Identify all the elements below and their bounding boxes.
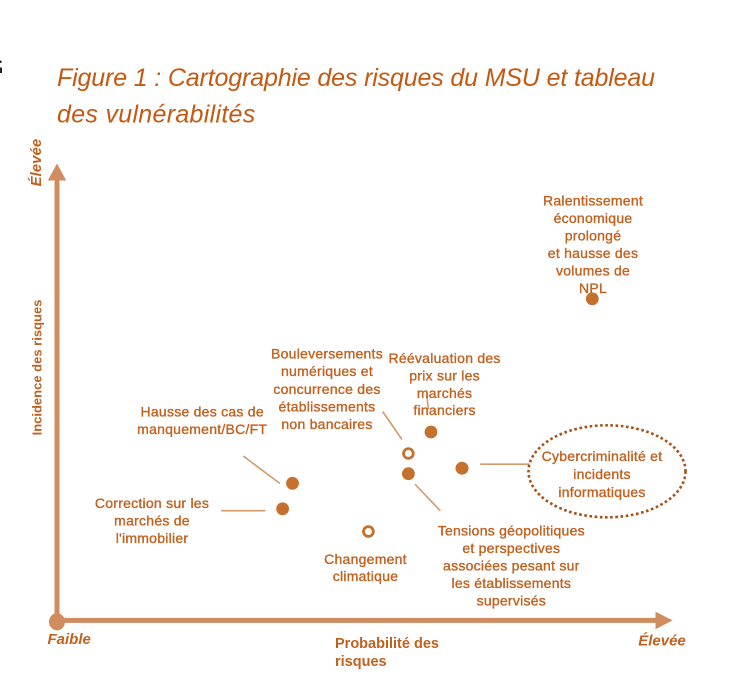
svg-text:Figure 1 : Cartographie des ri: Figure 1 : Cartographie des risques du M… — [57, 64, 655, 92]
svg-text:associées pesant sur: associées pesant sur — [443, 558, 580, 574]
svg-text:volumes de: volumes de — [556, 263, 630, 279]
svg-text:Incidence des risques: Incidence des risques — [29, 300, 44, 436]
svg-text:l'immobilier: l'immobilier — [116, 530, 189, 546]
svg-text:Faible: Faible — [48, 631, 91, 648]
svg-text:informatiques: informatiques — [558, 484, 645, 500]
svg-text:incidents: incidents — [573, 466, 631, 482]
svg-text:Correction sur les: Correction sur les — [95, 495, 209, 511]
svg-text:Élevée: Élevée — [28, 139, 45, 187]
svg-text:risques: risques — [335, 654, 387, 670]
svg-text:financiers: financiers — [413, 402, 475, 418]
svg-text:NPL: NPL — [579, 280, 607, 296]
svg-text:non bancaires: non bancaires — [281, 416, 372, 432]
svg-text:et hausse des: et hausse des — [548, 245, 638, 261]
svg-text:numériques et: numériques et — [281, 363, 373, 379]
svg-text:prolongé: prolongé — [565, 228, 622, 244]
svg-text:climatique: climatique — [333, 568, 399, 584]
svg-text:Cybercriminalité et: Cybercriminalité et — [542, 448, 663, 464]
svg-text:concurrence des: concurrence des — [273, 381, 380, 397]
svg-text:économique: économique — [554, 210, 633, 226]
svg-text:établissements: établissements — [279, 398, 376, 414]
svg-text:Réévaluation des: Réévaluation des — [389, 350, 501, 366]
svg-text:Bouleversements: Bouleversements — [271, 346, 383, 362]
svg-text:Changement: Changement — [324, 551, 407, 567]
svg-text:Probabilité des: Probabilité des — [335, 636, 439, 652]
svg-text:supervisés: supervisés — [477, 593, 546, 609]
svg-text:Élevée: Élevée — [638, 633, 686, 650]
svg-text:Tensions géopolitiques: Tensions géopolitiques — [438, 523, 585, 539]
svg-text:et perspectives: et perspectives — [462, 540, 560, 556]
svg-text:des vulnérabilités: des vulnérabilités — [57, 101, 256, 129]
svg-text:marchés: marchés — [417, 385, 472, 401]
svg-text:prix sur les: prix sur les — [409, 368, 480, 384]
svg-text:Ralentissement: Ralentissement — [543, 193, 643, 209]
svg-text:Hausse des cas de: Hausse des cas de — [141, 403, 264, 419]
svg-text:manquement/BC/FT: manquement/BC/FT — [137, 421, 267, 437]
svg-text:les établissements: les établissements — [451, 575, 571, 591]
svg-text:marchés de: marchés de — [114, 512, 190, 528]
